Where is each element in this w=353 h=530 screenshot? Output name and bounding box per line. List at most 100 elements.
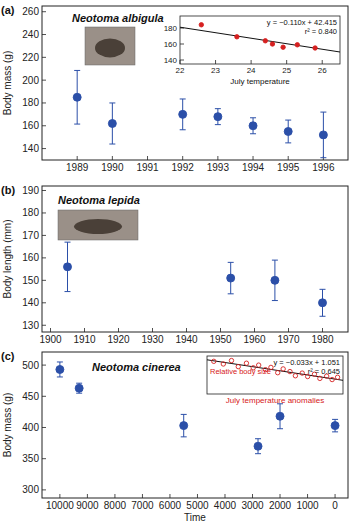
error-cap [76,383,82,384]
x-tick [253,156,254,160]
error-cap [76,393,82,394]
inset-chart: 2223242526140160180y = −0.110x + 42.415r… [164,16,340,86]
data-group [180,23,340,52]
x-tick [59,494,60,498]
data-point [221,362,225,366]
error-cap [65,242,71,243]
y-tick [42,125,46,126]
error-cap [250,133,256,134]
x-tick-label: 22 [176,66,185,75]
x-tick [152,328,153,332]
y-tick [42,80,46,81]
panel-label: (a) [1,4,15,16]
data-point [263,39,267,43]
x-tick-label: 25 [282,66,291,75]
y-axis-label: Body mass (g) [2,51,13,115]
error-cap [74,124,80,125]
x-tick [251,60,252,64]
x-tick [87,494,88,498]
x-tick [197,494,198,498]
plot-frame [207,356,343,394]
x-tick-label: 5000 [186,500,209,511]
x-tick-label: 1910 [73,334,96,345]
x-tick [114,494,115,498]
inset-background [180,16,340,64]
x-tick [50,328,51,332]
error-cap [332,419,338,420]
error-cap [320,316,326,317]
x-tick-label: 23 [211,66,220,75]
data-point [56,365,64,373]
y-tick-label: 260 [22,6,39,17]
inset-background [207,356,343,394]
error-cap [180,129,186,130]
error-cap [74,70,80,71]
y-tick [42,212,46,213]
y-tick-label: 160 [22,252,39,263]
figure: 1989199019911992199319941995199614016018… [0,0,353,530]
x-tick [180,60,181,64]
error-cap [180,98,186,99]
x-tick-label: 0 [332,500,338,511]
y-tick-label: 140 [22,297,39,308]
data-point [227,274,235,282]
x-tick-label: 7000 [131,500,154,511]
data-group [73,70,327,157]
x-tick-label: 1991 [136,162,159,173]
y-tick-label: 140 [164,56,178,65]
x-tick [220,328,221,332]
y-tick-label: 180 [164,24,178,33]
data-point [179,110,187,118]
y-tick-label: 400 [22,422,39,433]
x-tick [84,328,85,332]
error-cap [272,300,278,301]
y-tick [42,302,46,303]
y-axis-label: Relative body size [210,367,271,376]
y-tick [42,190,46,191]
error-cap [285,142,291,143]
trend-line [180,27,340,52]
y-tick [180,44,184,45]
annotation: y = −0.110x + 42.415 [267,18,337,27]
y-tick-label: 170 [22,230,39,241]
y-tick-label: 200 [22,75,39,86]
x-tick-label: 1930 [141,334,164,345]
error-cap [272,260,278,261]
x-tick [252,494,253,498]
plot-frame [42,6,348,160]
data-point [276,371,280,375]
data-point [254,442,262,450]
chart-title: Neotoma cinerea [92,361,181,373]
data-point [295,43,299,47]
x-tick-label: 1960 [243,334,266,345]
annotation: r² = 0.645 [308,367,340,376]
x-axis-label: Time [184,512,206,523]
x-tick-label: 1940 [175,334,198,345]
x-tick-label: 4000 [214,500,237,511]
data-group [64,242,327,316]
y-tick [42,427,46,428]
y-tick-label: 180 [22,207,39,218]
x-tick-label: 1950 [209,334,232,345]
data-point [281,45,285,49]
x-tick [322,328,323,332]
x-tick-label: 1996 [312,162,335,173]
x-tick [186,328,187,332]
data-point [281,367,285,371]
data-point [212,359,216,363]
y-tick [180,60,184,61]
error-cap [109,144,115,145]
error-cap [277,428,283,429]
y-tick-label: 500 [22,360,39,371]
error-cap [65,291,71,292]
y-tick-label: 160 [164,40,178,49]
y-tick [42,148,46,149]
x-tick [169,494,170,498]
x-tick [307,494,308,498]
x-tick [322,60,323,64]
x-tick [254,328,255,332]
error-cap [332,431,338,432]
panel-label: (c) [1,350,15,362]
data-point [75,384,83,392]
x-tick-label: 1994 [242,162,265,173]
